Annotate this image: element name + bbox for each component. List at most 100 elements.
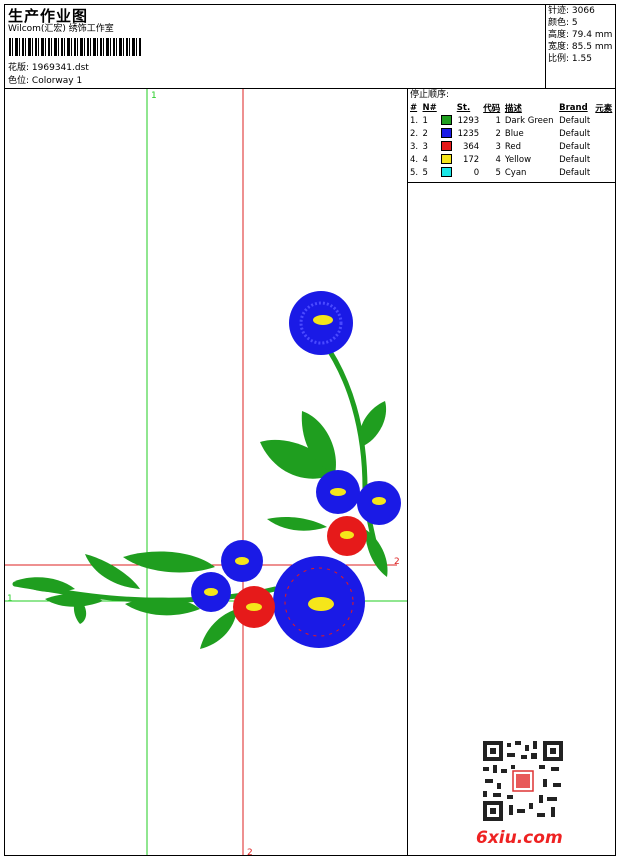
design-line: 花版: 1969341.dst: [8, 62, 89, 74]
cell-swatch: [439, 114, 454, 127]
barcode: [9, 38, 141, 56]
flower-top: [289, 291, 353, 355]
embroidery-canvas: 1 1 2 2: [5, 89, 407, 855]
table-row: 4. 4 172 4 Yellow Default: [408, 153, 615, 166]
table-divider: [407, 182, 616, 183]
flowers: [191, 291, 401, 648]
cell-stitches: 1293: [457, 115, 480, 126]
flower-small-left: [191, 572, 231, 612]
cell-element: [593, 153, 615, 166]
panel-divider: [407, 88, 408, 856]
cell-n: 5: [422, 167, 428, 178]
leaf: [85, 554, 140, 589]
cell-code: 2: [495, 128, 501, 139]
cell-code: 1: [495, 115, 501, 126]
leaf: [359, 401, 387, 447]
cell-element: [593, 114, 615, 127]
green-v-label: 1: [151, 91, 157, 101]
stop-rows: 1. 1 1293 1 Dark Green Default 2. 2 1235 2 Blue Def…: [408, 114, 615, 179]
color-swatch: [441, 141, 453, 152]
center: [313, 315, 333, 325]
cell-element: [593, 166, 615, 179]
table-row: 3. 3 364 3 Red Default: [408, 140, 615, 153]
col-n: N#: [422, 102, 437, 113]
cell-desc: Yellow: [504, 154, 532, 165]
cell-brand: Default: [559, 115, 591, 126]
stats-list: 针迹: 3066 颜色: 5 高度: 79.4 mm 宽度: 85.5 mm 比…: [548, 5, 612, 65]
red-v-label: 2: [247, 848, 253, 855]
flower-mid-left: [316, 470, 360, 514]
stat-colors: 颜色: 5: [548, 18, 578, 28]
col-brand: Brand: [559, 102, 588, 113]
colorway-line: 色位: Colorway 1: [8, 75, 82, 87]
color-swatch: [441, 115, 453, 126]
table-row: 1. 1 1293 1 Dark Green Default: [408, 114, 615, 127]
cell-index: 2.: [410, 128, 419, 139]
cell-element: [593, 127, 615, 140]
page-frame: [4, 4, 616, 856]
leaf: [267, 516, 327, 531]
col-index: #: [410, 102, 418, 113]
stat-height: 高度: 79.4 mm: [548, 30, 613, 40]
header-divider: [4, 88, 616, 89]
cell-code: 4: [495, 154, 501, 165]
flower-small-upper: [221, 540, 263, 582]
green-h-label: 1: [7, 594, 13, 604]
cell-brand: Default: [559, 167, 591, 178]
cell-code: 3: [495, 141, 501, 152]
cell-brand: Default: [559, 154, 591, 165]
cell-stitches: 364: [462, 141, 480, 152]
cell-index: 5.: [410, 167, 419, 178]
cell-n: 2: [422, 128, 428, 139]
leaf: [73, 597, 87, 624]
color-swatch: [441, 154, 453, 165]
cell-swatch: [439, 166, 454, 179]
qr-code: [481, 739, 565, 823]
cell-element: [593, 140, 615, 153]
col-element: 元素: [595, 103, 613, 114]
flower-mid-right: [357, 481, 401, 525]
studio-subtitle: Wilcom(汇宏) 绣饰工作室: [8, 24, 114, 34]
design-label: 花版:: [8, 63, 30, 73]
cell-index: 1.: [410, 115, 419, 126]
leaf: [123, 551, 215, 573]
stat-stitches: 针迹: 3066: [548, 6, 595, 16]
flower-red-upper: [327, 516, 367, 556]
flower-large: [273, 556, 365, 648]
cell-stitches: 1235: [457, 128, 480, 139]
stat-scale: 比例: 1.55: [548, 54, 592, 64]
leaves: [15, 401, 388, 649]
cell-n: 3: [422, 141, 428, 152]
table-header-row: # N# St. 代码 描述 Brand 元素: [408, 101, 615, 114]
stat-width: 宽度: 85.5 mm: [548, 42, 613, 52]
col-stitches: St.: [456, 102, 471, 113]
cell-code: 5: [495, 167, 501, 178]
cell-swatch: [439, 140, 454, 153]
cell-n: 4: [422, 154, 428, 165]
red-h-label: 2: [394, 557, 400, 567]
leaf: [200, 609, 237, 649]
cell-stitches: 0: [473, 167, 480, 178]
cell-index: 3.: [410, 141, 419, 152]
cell-index: 4.: [410, 154, 419, 165]
colorway-label: 色位:: [8, 76, 30, 86]
cell-desc: Dark Green: [504, 115, 554, 126]
design-value: 1969341.dst: [31, 63, 89, 73]
page-title: 生产作业图: [8, 7, 89, 25]
leaf: [260, 439, 335, 479]
color-swatch: [441, 128, 453, 139]
col-desc: 描述: [504, 103, 522, 114]
table-row: 5. 5 0 5 Cyan Default: [408, 166, 615, 179]
stop-sequence-title: 停止顺序:: [410, 90, 450, 100]
cell-n: 1: [422, 115, 428, 126]
cell-desc: Red: [504, 141, 522, 152]
cell-desc: Cyan: [504, 167, 527, 178]
leaf: [15, 577, 75, 593]
cell-desc: Blue: [504, 128, 524, 139]
col-code: 代码: [483, 103, 501, 114]
color-swatch: [441, 167, 453, 178]
leaf: [365, 529, 388, 577]
cell-brand: Default: [559, 128, 591, 139]
cell-swatch: [439, 127, 454, 140]
flower-red-lower: [233, 586, 275, 628]
